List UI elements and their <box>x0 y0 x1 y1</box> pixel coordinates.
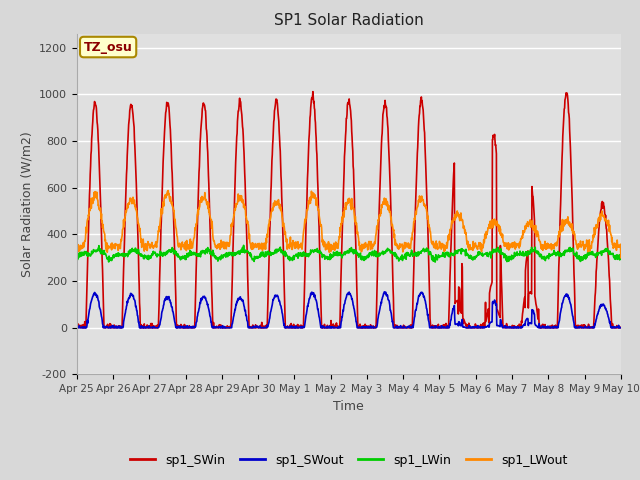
sp1_LWin <box>531 247 538 253</box>
sp1_LWin <box>114 251 122 256</box>
Line: sp1_SWout: sp1_SWout <box>77 292 621 328</box>
sp1_LWout <box>239 198 247 204</box>
sp1_SWout <box>531 311 538 316</box>
Line: sp1_SWin: sp1_SWin <box>77 92 621 328</box>
sp1_LWin <box>548 252 556 258</box>
sp1_LWout <box>114 244 122 250</box>
sp1_LWin <box>239 247 247 253</box>
sp1_LWout <box>390 228 397 233</box>
sp1_SWin <box>114 324 122 330</box>
sp1_SWout <box>390 325 397 331</box>
sp1_SWin <box>309 89 317 95</box>
sp1_SWout <box>617 325 625 331</box>
sp1_SWin <box>617 325 625 331</box>
sp1_SWin <box>530 204 538 210</box>
sp1_SWout <box>115 325 122 331</box>
sp1_LWout <box>530 228 538 233</box>
Line: sp1_LWin: sp1_LWin <box>77 245 621 262</box>
Line: sp1_LWout: sp1_LWout <box>77 191 621 258</box>
sp1_SWin <box>548 324 556 330</box>
sp1_SWout <box>381 289 388 295</box>
Title: SP1 Solar Radiation: SP1 Solar Radiation <box>274 13 424 28</box>
sp1_SWin <box>390 295 397 300</box>
X-axis label: Time: Time <box>333 400 364 413</box>
Text: TZ_osu: TZ_osu <box>84 40 132 54</box>
sp1_SWin <box>73 325 81 331</box>
sp1_LWout <box>164 188 172 193</box>
sp1_LWout <box>617 255 625 261</box>
sp1_SWout <box>239 300 247 305</box>
sp1_LWout <box>196 204 204 209</box>
sp1_SWin <box>196 164 204 169</box>
sp1_LWin <box>390 250 397 256</box>
sp1_LWout <box>73 245 81 251</box>
sp1_LWin <box>240 242 248 248</box>
Y-axis label: Solar Radiation (W/m2): Solar Radiation (W/m2) <box>20 131 33 277</box>
sp1_SWout <box>548 325 556 331</box>
sp1_SWout <box>196 301 204 307</box>
sp1_LWin <box>431 259 439 265</box>
sp1_LWout <box>548 244 556 250</box>
sp1_LWin <box>196 253 204 259</box>
sp1_SWout <box>74 325 81 331</box>
sp1_LWin <box>617 254 625 260</box>
sp1_SWout <box>73 324 81 330</box>
sp1_SWin <box>239 126 247 132</box>
sp1_LWin <box>73 253 81 259</box>
Legend: sp1_SWin, sp1_SWout, sp1_LWin, sp1_LWout: sp1_SWin, sp1_SWout, sp1_LWin, sp1_LWout <box>125 449 573 472</box>
